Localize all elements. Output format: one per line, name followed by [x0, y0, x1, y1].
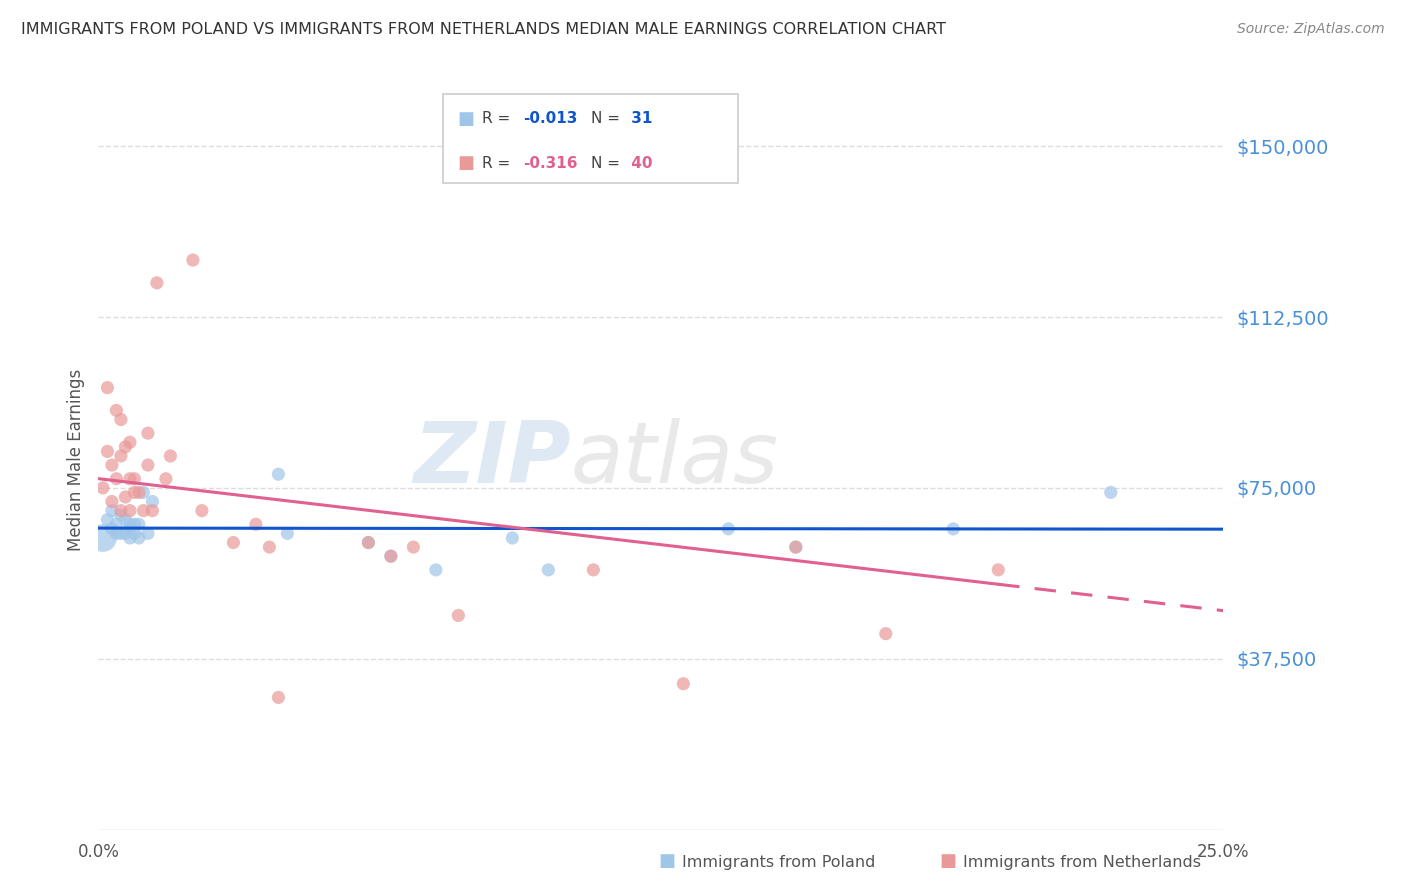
Point: [155, 472, 177, 486]
Point: [114, 526, 136, 541]
Point: [105, 403, 128, 417]
Text: IMMIGRANTS FROM POLAND VS IMMIGRANTS FROM NETHERLANDS MEDIAN MALE EARNINGS CORRE: IMMIGRANTS FROM POLAND VS IMMIGRANTS FRO…: [21, 22, 946, 37]
Point: [91, 531, 114, 545]
Text: ■: ■: [457, 110, 474, 128]
Text: R =: R =: [482, 112, 516, 126]
Point: [276, 526, 298, 541]
Point: [132, 503, 155, 517]
Point: [124, 526, 146, 541]
Point: [101, 522, 124, 536]
Point: [132, 485, 155, 500]
Text: ■: ■: [457, 154, 474, 172]
Text: Immigrants from Poland: Immigrants from Poland: [682, 855, 876, 870]
Point: [380, 549, 402, 564]
Point: [136, 526, 159, 541]
Point: [141, 494, 163, 508]
Point: [267, 467, 290, 482]
Point: [245, 517, 267, 532]
Point: [124, 472, 146, 486]
Point: [118, 517, 141, 532]
Text: R =: R =: [482, 156, 516, 170]
Point: [402, 540, 425, 554]
Point: [124, 485, 146, 500]
Point: [672, 677, 695, 691]
Text: Immigrants from Netherlands: Immigrants from Netherlands: [963, 855, 1201, 870]
Point: [128, 517, 150, 532]
Text: 40: 40: [626, 156, 652, 170]
Point: [987, 563, 1010, 577]
Point: [1099, 485, 1122, 500]
Text: atlas: atlas: [571, 417, 779, 501]
Point: [181, 253, 204, 268]
Point: [128, 531, 150, 545]
Point: [191, 503, 214, 517]
Point: [105, 526, 128, 541]
Point: [96, 513, 118, 527]
Text: ■: ■: [939, 852, 956, 870]
Point: [101, 494, 124, 508]
Point: [96, 444, 118, 458]
Point: [141, 503, 163, 517]
Point: [110, 508, 132, 523]
Point: [91, 481, 114, 495]
Point: [96, 381, 118, 395]
Point: [110, 449, 132, 463]
Point: [447, 608, 470, 623]
Point: [146, 276, 169, 290]
Point: [118, 503, 141, 517]
Point: [136, 426, 159, 441]
Text: -0.316: -0.316: [523, 156, 578, 170]
Point: [380, 549, 402, 564]
Point: [110, 526, 132, 541]
Text: ■: ■: [658, 852, 675, 870]
Point: [425, 563, 447, 577]
Point: [357, 535, 380, 549]
Point: [159, 449, 181, 463]
Point: [267, 690, 290, 705]
Point: [110, 412, 132, 426]
Point: [942, 522, 965, 536]
Point: [501, 531, 523, 545]
Point: [118, 435, 141, 450]
Point: [128, 485, 150, 500]
Point: [114, 440, 136, 454]
Point: [875, 626, 897, 640]
Point: [259, 540, 281, 554]
Text: ZIP: ZIP: [413, 417, 571, 501]
Point: [357, 535, 380, 549]
Point: [118, 531, 141, 545]
Point: [118, 522, 141, 536]
Point: [101, 458, 124, 472]
Point: [785, 540, 807, 554]
Y-axis label: Median Male Earnings: Median Male Earnings: [66, 368, 84, 550]
Point: [582, 563, 605, 577]
Point: [105, 517, 128, 532]
Point: [118, 472, 141, 486]
Text: -0.013: -0.013: [523, 112, 578, 126]
Point: [537, 563, 560, 577]
Text: Source: ZipAtlas.com: Source: ZipAtlas.com: [1237, 22, 1385, 37]
Point: [785, 540, 807, 554]
Point: [105, 472, 128, 486]
Point: [717, 522, 740, 536]
Point: [222, 535, 245, 549]
Text: 31: 31: [626, 112, 652, 126]
Point: [136, 458, 159, 472]
Point: [124, 517, 146, 532]
Point: [114, 490, 136, 504]
Text: N =: N =: [591, 112, 624, 126]
Point: [114, 513, 136, 527]
Point: [110, 503, 132, 517]
Text: N =: N =: [591, 156, 624, 170]
Point: [101, 503, 124, 517]
